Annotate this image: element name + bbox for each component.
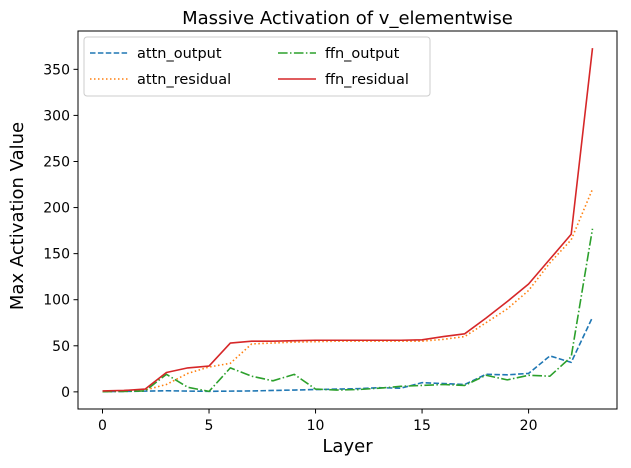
- legend-label: ffn_output: [325, 46, 400, 62]
- x-tick-label: 15: [413, 418, 431, 434]
- y-tick-label: 250: [43, 154, 70, 170]
- x-axis: 0 5 10 15 20: [98, 409, 538, 434]
- legend-label: attn_residual: [137, 72, 231, 88]
- series-lines: [102, 48, 594, 393]
- y-tick-label: 50: [52, 339, 70, 355]
- y-axis-label: Max Activation Value: [7, 122, 28, 310]
- legend-label: attn_output: [137, 46, 222, 62]
- y-axis: 0 50 100 150 200 250 300 350: [43, 62, 78, 401]
- series-line-ffn-output: [102, 228, 594, 393]
- x-axis-label: Layer: [322, 436, 373, 457]
- y-tick-label: 0: [61, 385, 70, 401]
- series-line-ffn-residual: [102, 48, 594, 392]
- series-line-attn-residual: [102, 188, 594, 393]
- x-tick-label: 10: [307, 418, 325, 434]
- y-tick-label: 300: [43, 108, 70, 124]
- series-line-attn-output: [102, 316, 594, 393]
- x-tick-label: 5: [205, 418, 214, 434]
- legend: attn_output attn_residual ffn_output ffn_re…: [83, 36, 431, 97]
- y-tick-label: 200: [43, 201, 70, 217]
- legend-label: ffn_residual: [325, 72, 409, 88]
- legend-box: [83, 36, 431, 97]
- x-tick-label: 20: [520, 418, 538, 434]
- chart-title: Massive Activation of v_elementwise: [182, 8, 513, 29]
- y-tick-label: 150: [43, 247, 70, 263]
- plot-frame: [77, 30, 618, 410]
- x-tick-label: 0: [98, 418, 107, 434]
- y-tick-label: 350: [43, 62, 70, 78]
- y-tick-label: 100: [43, 293, 70, 309]
